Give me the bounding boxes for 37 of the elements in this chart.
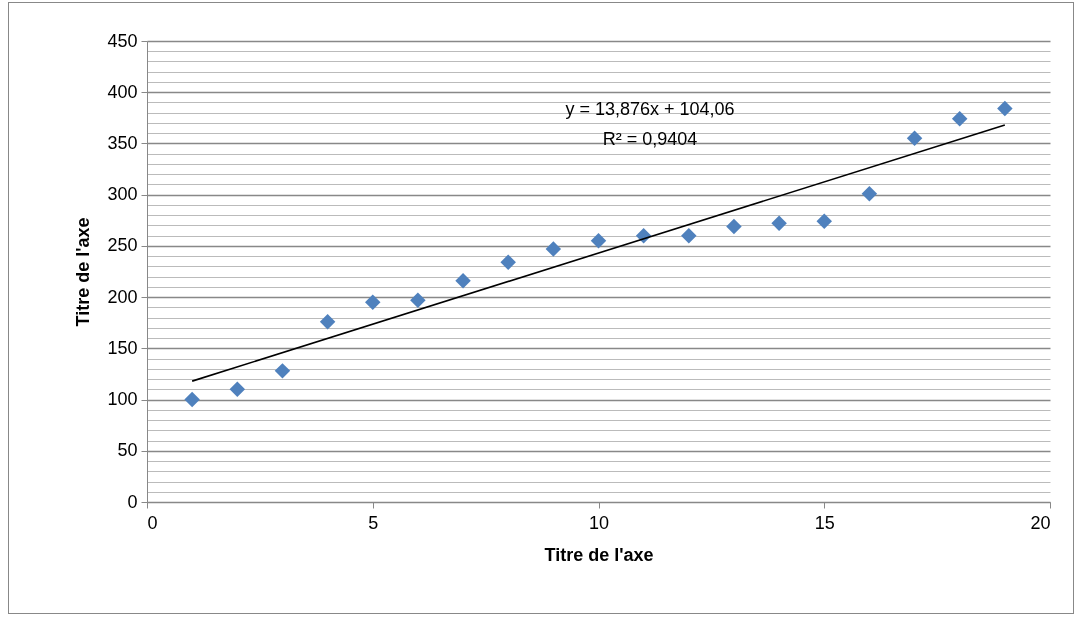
point: [455, 272, 471, 289]
y-tick-label: 50: [117, 440, 138, 461]
y-tick-label: 250: [107, 235, 138, 256]
x-tick-label: 15: [814, 512, 835, 533]
y-tick-label: 350: [107, 132, 138, 153]
annotation: R² = 0,9404: [602, 129, 698, 149]
point: [184, 391, 200, 408]
y-tick-label: 200: [107, 286, 138, 307]
y-tick-label: 450: [107, 30, 138, 51]
y-tick-label: 400: [107, 81, 138, 102]
point: [500, 254, 516, 271]
point: [545, 241, 562, 257]
y-tick-label: 300: [107, 184, 138, 205]
point: [590, 233, 607, 249]
point: [319, 313, 336, 330]
point: [861, 185, 878, 202]
point: [274, 363, 291, 379]
point: [997, 100, 1013, 117]
point: [816, 213, 832, 230]
point: [365, 294, 381, 310]
point: [681, 227, 697, 244]
point: [726, 218, 742, 235]
y-tick-label: 0: [127, 491, 138, 512]
point: [906, 130, 923, 147]
x-tick-label: 5: [368, 512, 379, 533]
annotation: y = 13,876x + 104,06: [565, 99, 735, 119]
x-tick-label: 0: [147, 512, 158, 533]
x-axis-title: Titre de l'axe: [544, 544, 654, 565]
point: [771, 215, 787, 232]
point: [229, 381, 246, 398]
y-tick-label: 100: [107, 389, 138, 410]
y-axis-title: Titre de l'axe: [73, 217, 94, 327]
x-tick-label: 10: [588, 512, 610, 533]
y-tick-label: 150: [107, 337, 138, 358]
x-tick-label: 20: [1030, 512, 1051, 533]
point: [951, 111, 968, 127]
point: [410, 292, 426, 308]
